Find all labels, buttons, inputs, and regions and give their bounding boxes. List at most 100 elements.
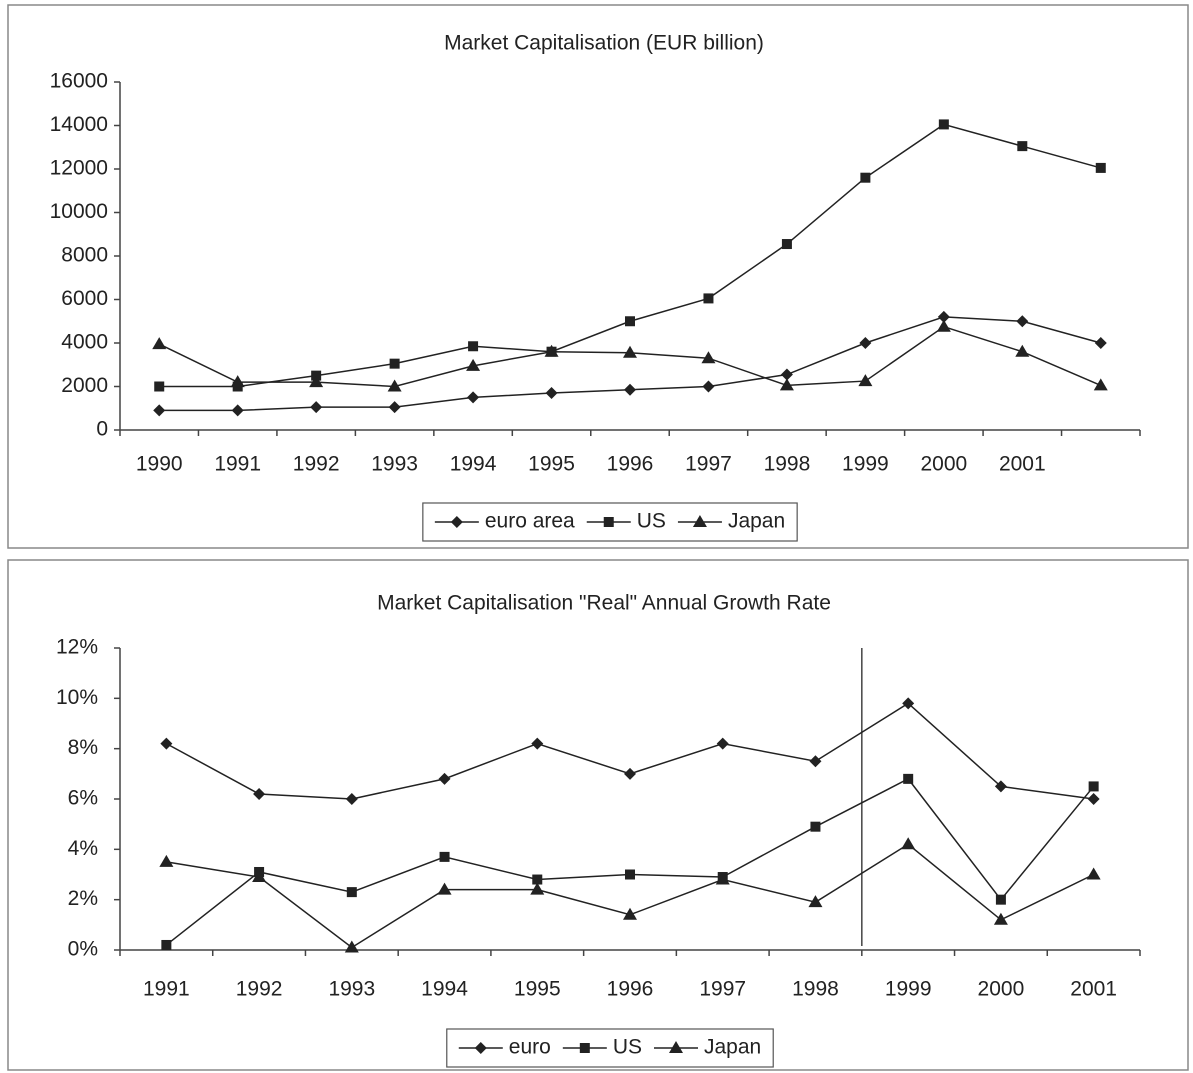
- marker: [938, 119, 949, 130]
- marker: [1086, 867, 1101, 880]
- x-tick-label: 1997: [699, 978, 746, 1001]
- marker: [669, 1041, 683, 1053]
- marker: [1016, 315, 1029, 328]
- marker: [625, 869, 635, 880]
- marker: [902, 697, 915, 710]
- x-tick-label: 1991: [143, 978, 190, 1001]
- marker: [780, 368, 793, 381]
- y-tick-label: 2%: [68, 887, 98, 910]
- marker: [1094, 337, 1107, 349]
- marker: [532, 874, 543, 885]
- marker: [388, 401, 401, 414]
- marker: [703, 293, 714, 304]
- marker: [810, 821, 821, 832]
- marker: [623, 907, 637, 920]
- marker: [603, 517, 614, 527]
- legend-label: Japan: [728, 510, 785, 533]
- marker: [779, 378, 794, 391]
- legend-label: Japan: [704, 1036, 761, 1059]
- chart-title: Market Capitalisation (EUR billion): [444, 32, 764, 55]
- marker: [903, 773, 914, 784]
- marker: [1095, 162, 1106, 173]
- x-tick-label: 2000: [920, 453, 967, 476]
- legend: euro area US Japan: [422, 502, 798, 542]
- x-tick-label: 2000: [978, 978, 1025, 1001]
- x-tick-label: 1991: [214, 453, 261, 476]
- x-tick-label: 1998: [792, 978, 839, 1001]
- legend-label: euro: [509, 1036, 551, 1059]
- x-tick-label: 1998: [764, 453, 811, 476]
- marker: [252, 870, 267, 883]
- marker: [152, 337, 167, 350]
- marker: [937, 310, 950, 323]
- x-tick-label: 1996: [607, 978, 654, 1001]
- marker: [995, 894, 1006, 905]
- y-tick-label: 12%: [56, 636, 98, 659]
- marker: [439, 851, 450, 862]
- marker: [1088, 781, 1099, 792]
- marker: [994, 780, 1007, 793]
- marker: [159, 854, 174, 867]
- marker: [715, 872, 730, 885]
- x-tick-label: 1994: [450, 453, 497, 476]
- x-tick-label: 1993: [371, 453, 418, 476]
- marker: [346, 887, 357, 898]
- marker: [545, 387, 558, 400]
- marker: [692, 515, 707, 527]
- marker: [474, 1042, 487, 1054]
- x-tick-label: 2001: [999, 453, 1046, 476]
- marker: [161, 939, 172, 950]
- legend-label: US: [613, 1036, 642, 1059]
- marker: [544, 344, 559, 357]
- x-tick-label: 1995: [514, 978, 561, 1001]
- marker: [467, 391, 480, 404]
- marker: [154, 381, 165, 392]
- y-tick-label: 16000: [50, 70, 108, 93]
- marker: [1017, 141, 1028, 152]
- y-tick-label: 4000: [61, 331, 108, 354]
- y-tick-label: 12000: [50, 157, 108, 180]
- marker: [389, 358, 400, 369]
- marker: [702, 380, 715, 393]
- marker: [309, 375, 324, 388]
- marker: [310, 401, 323, 414]
- marker: [253, 787, 266, 800]
- chart-frame: [7, 559, 1189, 1071]
- marker: [579, 1043, 590, 1053]
- x-tick-label: 1997: [685, 453, 732, 476]
- x-tick-label: 1996: [607, 453, 654, 476]
- marker: [468, 341, 479, 352]
- marker: [345, 793, 358, 805]
- marker: [387, 379, 402, 392]
- marker: [901, 837, 916, 850]
- legend-label: euro area: [485, 510, 575, 533]
- marker: [993, 912, 1008, 925]
- marker: [153, 404, 166, 417]
- y-tick-label: 10%: [56, 686, 98, 709]
- y-tick-label: 8000: [61, 244, 108, 267]
- marker: [530, 882, 545, 895]
- marker: [858, 374, 873, 387]
- marker: [701, 351, 716, 364]
- marker: [450, 516, 463, 528]
- y-tick-label: 14000: [50, 113, 108, 136]
- x-tick-label: 2001: [1070, 978, 1117, 1001]
- marker: [344, 940, 359, 953]
- x-tick-label: 1993: [328, 978, 375, 1001]
- marker: [716, 737, 729, 750]
- x-tick-label: 1990: [136, 453, 183, 476]
- marker: [1087, 793, 1100, 805]
- x-tick-label: 1999: [842, 453, 889, 476]
- marker: [625, 316, 635, 327]
- y-tick-label: 0: [96, 418, 108, 441]
- y-tick-label: 0%: [68, 938, 98, 961]
- x-tick-label: 1995: [528, 453, 575, 476]
- marker: [808, 895, 823, 908]
- marker: [859, 337, 872, 349]
- y-tick-label: 4%: [68, 837, 98, 860]
- marker: [860, 172, 871, 183]
- y-tick-label: 10000: [50, 200, 108, 223]
- marker: [936, 319, 951, 332]
- x-tick-label: 1992: [236, 978, 283, 1001]
